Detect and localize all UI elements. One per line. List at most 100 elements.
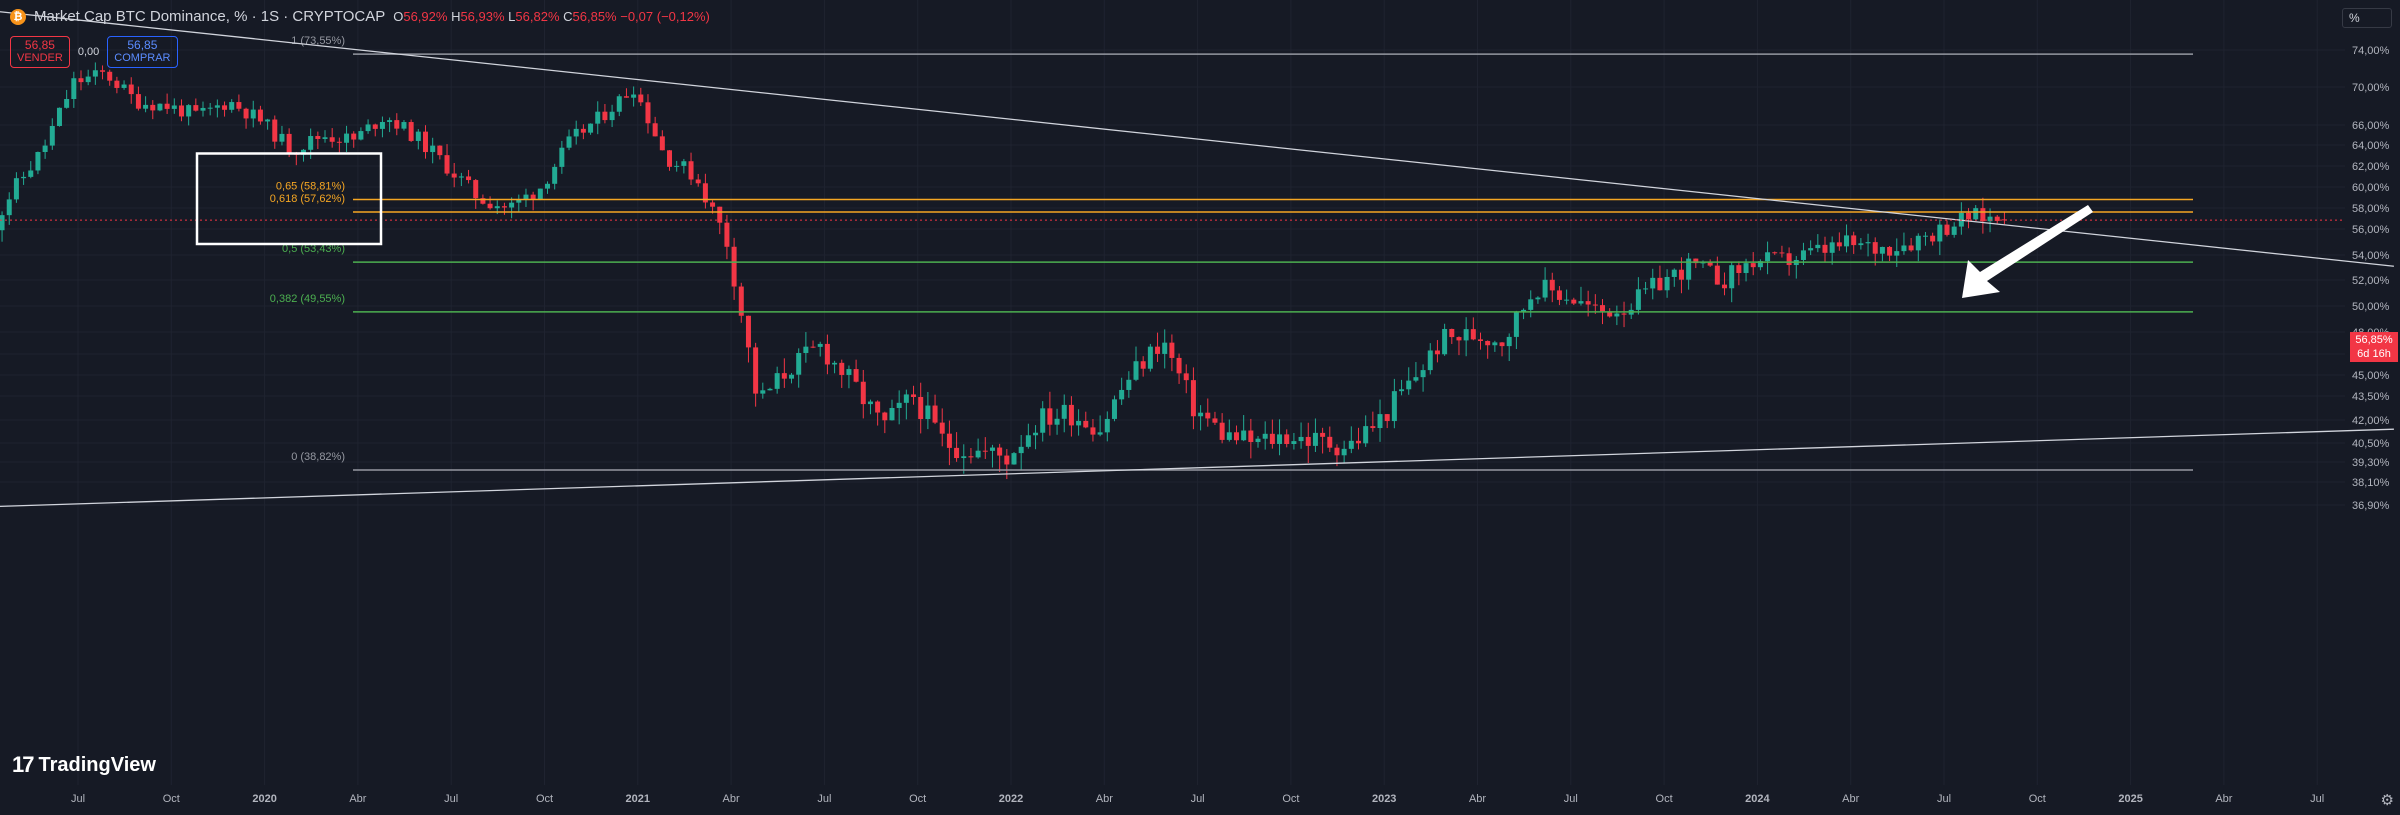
candle <box>200 101 206 117</box>
candle <box>214 99 220 118</box>
y-tick-label: 50,00% <box>2352 301 2390 313</box>
candle <box>523 188 529 207</box>
candle <box>1169 334 1175 372</box>
candle <box>1377 399 1383 442</box>
trade-panel: 56,85 VENDER 0,00 56,85 COMPRAR <box>10 36 178 68</box>
candle <box>164 93 170 114</box>
x-tick-label: Abr <box>723 793 740 805</box>
candle <box>1147 343 1153 372</box>
candle <box>1140 356 1146 377</box>
candle <box>28 161 34 179</box>
y-tick-label: 60,00% <box>2352 182 2390 194</box>
candle <box>1305 422 1311 464</box>
candle <box>989 444 995 468</box>
candle <box>1729 261 1735 303</box>
candle <box>516 194 522 213</box>
candle <box>322 130 328 143</box>
candle <box>839 359 845 388</box>
candle <box>1198 405 1204 431</box>
candle <box>1463 317 1469 357</box>
candle <box>1607 308 1613 318</box>
candle <box>1456 336 1462 356</box>
candle <box>588 123 594 135</box>
candle <box>100 65 106 80</box>
candle <box>1327 426 1333 453</box>
candle <box>1219 413 1225 444</box>
spread-value: 0,00 <box>77 46 100 58</box>
sell-button[interactable]: 56,85 VENDER <box>10 36 70 68</box>
candle <box>724 214 730 260</box>
candle <box>265 118 271 130</box>
percent-scale-button[interactable]: % <box>2342 8 2392 28</box>
y-tick-label: 54,00% <box>2352 250 2390 262</box>
y-tick-label: 39,30% <box>2352 457 2390 469</box>
candle <box>1693 258 1699 269</box>
candle <box>860 369 866 419</box>
candle <box>824 334 830 375</box>
x-axis: Jul Oct 2020 Abr Jul Oct 2021 Abr Jul Oct 2022 Abr J… <box>71 793 2324 805</box>
candle <box>623 88 629 98</box>
x-tick-label: Jul <box>1191 793 1205 805</box>
x-tick-label: Jul <box>817 793 831 805</box>
symbol-title[interactable]: Market Cap BTC Dominance, % · 1S · CRYPT… <box>34 8 386 25</box>
candle <box>545 181 550 194</box>
candle <box>501 202 507 215</box>
candle <box>1937 219 1943 256</box>
candle <box>315 131 321 150</box>
candle <box>1707 259 1713 267</box>
candle <box>1320 427 1326 454</box>
candle <box>178 99 184 122</box>
candle <box>1104 411 1110 442</box>
candle <box>1492 340 1498 352</box>
settings-gear-icon[interactable]: ⚙ <box>2380 792 2394 809</box>
candle <box>1126 371 1132 398</box>
candle <box>889 399 895 421</box>
candle <box>1478 332 1483 350</box>
candle <box>1212 411 1218 425</box>
y-tick-label: 45,00% <box>2352 370 2390 382</box>
candle <box>78 70 84 91</box>
candle <box>42 139 48 159</box>
candle <box>1930 232 1936 246</box>
x-tick-label: Oct <box>909 793 926 805</box>
candle <box>422 125 428 159</box>
candle <box>1671 268 1677 287</box>
candle <box>243 107 249 129</box>
candle <box>1722 272 1728 296</box>
symbol-header: ₿ Market Cap BTC Dominance, % · 1S · CRY… <box>10 8 710 25</box>
candle <box>128 77 134 104</box>
candle <box>1040 401 1046 442</box>
ohlc-readout: O56,92% H56,93% L56,82% C56,85% −0,07 (−… <box>393 9 710 24</box>
candle <box>1779 245 1785 258</box>
candle <box>760 382 766 399</box>
candle <box>846 365 852 389</box>
x-tick-label: Oct <box>2029 793 2046 805</box>
buy-button[interactable]: 56,85 COMPRAR <box>107 36 178 68</box>
annotation-highlight-box <box>195 152 383 246</box>
candle <box>674 160 680 172</box>
candle <box>667 150 673 171</box>
candle <box>372 123 378 137</box>
x-tick-label: Oct <box>536 793 553 805</box>
candle <box>344 125 350 152</box>
candle <box>1901 232 1907 255</box>
trendline-descending-resistance <box>0 11 2394 267</box>
candle <box>832 360 838 374</box>
trendline-ascending-support <box>0 428 2394 508</box>
candle <box>789 372 795 384</box>
x-tick-label: Abr <box>1842 793 1859 805</box>
tradingview-logo[interactable]: 17 TradingView <box>12 752 156 777</box>
candle <box>71 71 77 108</box>
candle <box>1485 340 1491 359</box>
y-tick-label: 38,10% <box>2352 477 2390 489</box>
candle <box>638 87 644 106</box>
candle <box>1836 232 1842 251</box>
candle <box>236 94 242 112</box>
candle <box>1571 297 1577 306</box>
fib-level-label: 0 (38,82%) <box>291 451 345 463</box>
candle <box>1384 413 1390 429</box>
candle <box>939 408 945 447</box>
x-tick-label: 2022 <box>999 793 1023 805</box>
candle <box>1585 290 1591 317</box>
